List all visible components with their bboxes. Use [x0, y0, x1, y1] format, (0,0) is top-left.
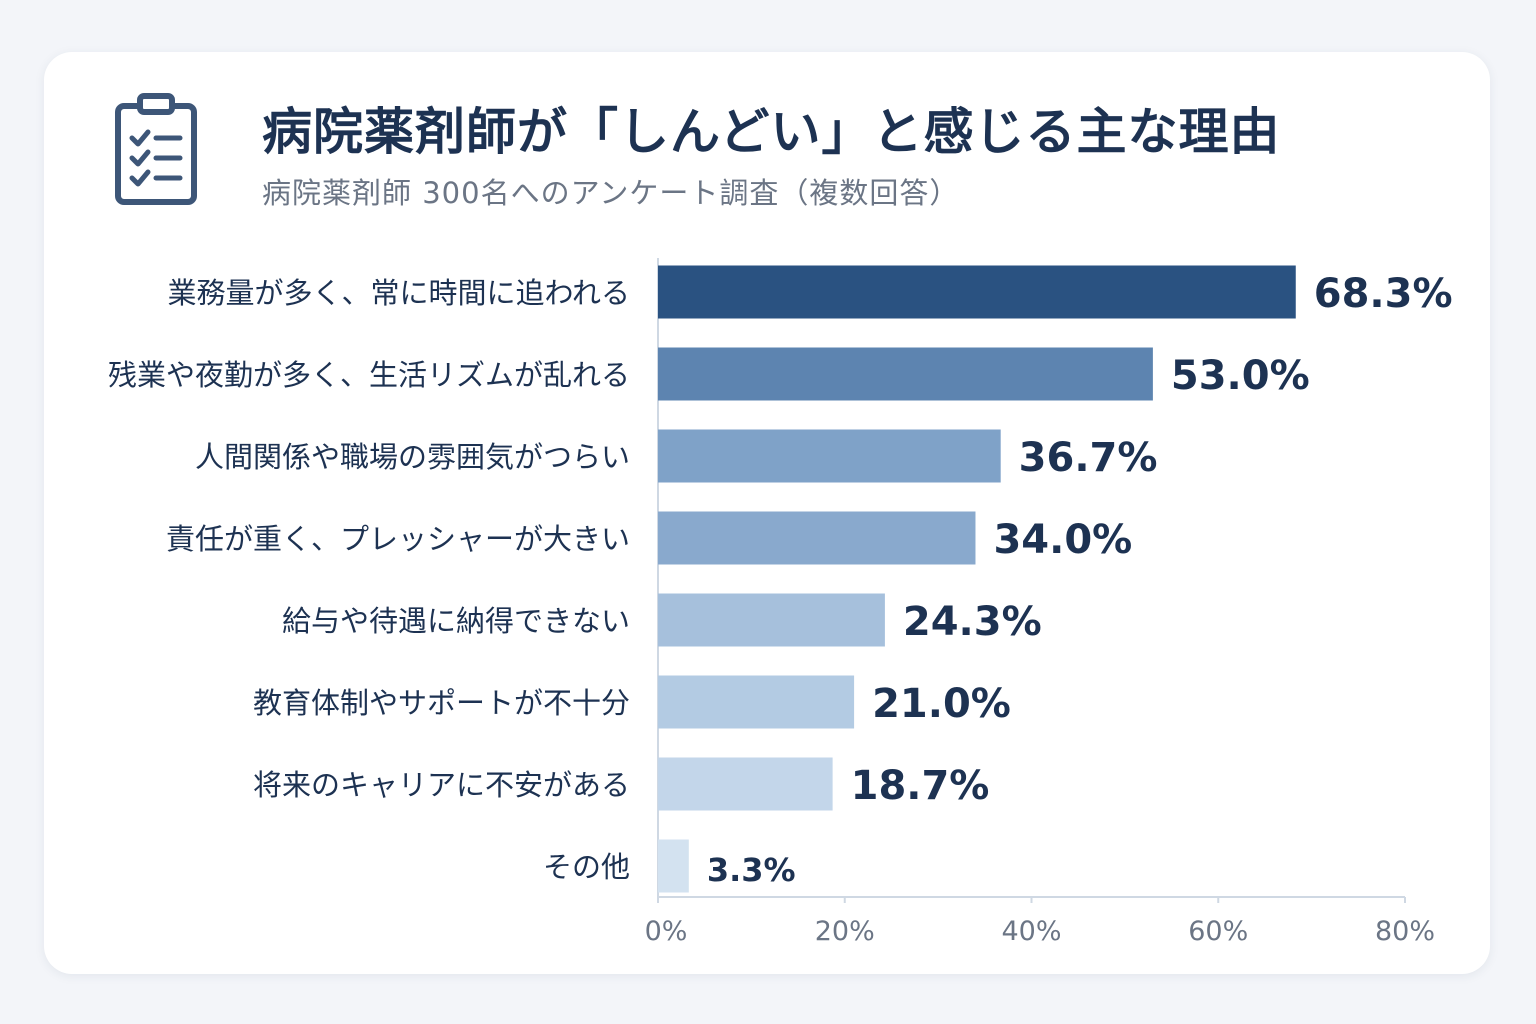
value-label-4: 34.0% [993, 517, 1132, 563]
value-label-6: 21.0% [872, 681, 1011, 727]
category-label-2: 残業や夜勤が多く、生活リズムが乱れる [108, 358, 630, 392]
category-label-8: その他 [543, 850, 630, 884]
category-label-4: 責任が重く、プレッシャーが大きい [166, 522, 630, 556]
chart-title: 病院薬剤師が「しんどい」と感じる主な理由 [262, 103, 1281, 161]
value-label-2: 53.0% [1171, 353, 1310, 399]
category-label-3: 人間関係や職場の雰囲気がつらい [195, 440, 630, 474]
x-tick-label-20: 20% [815, 916, 875, 947]
value-label-7: 18.7% [851, 763, 990, 809]
bar-5 [658, 593, 885, 647]
value-label-1: 68.3% [1314, 271, 1453, 317]
x-tick-label-60: 60% [1188, 916, 1248, 947]
category-label-6: 教育体制やサポートが不十分 [253, 686, 630, 720]
clipboard-checklist-icon [115, 93, 197, 205]
bar-7 [658, 757, 833, 811]
category-label-1: 業務量が多く、常に時間に追われる [167, 276, 630, 310]
bar-4 [658, 511, 976, 565]
category-label-5: 給与や待遇に納得できない [282, 604, 630, 638]
x-tick-label-40: 40% [1001, 916, 1061, 947]
bar-2 [658, 347, 1153, 401]
bar-6 [658, 675, 855, 729]
x-tick-label-80: 80% [1375, 916, 1435, 947]
x-tick-label-0: 0% [645, 916, 688, 947]
bar-8 [658, 839, 689, 893]
category-label-7: 将来のキャリアに不安がある [253, 768, 630, 802]
bar-3 [658, 429, 1001, 483]
chart-subtitle: 病院薬剤師 300名へのアンケート調査（複数回答） [262, 176, 960, 210]
value-label-3: 36.7% [1019, 435, 1158, 481]
value-label-5: 24.3% [903, 599, 1042, 645]
value-label-8: 3.3% [707, 851, 796, 889]
bar-1 [658, 265, 1296, 319]
